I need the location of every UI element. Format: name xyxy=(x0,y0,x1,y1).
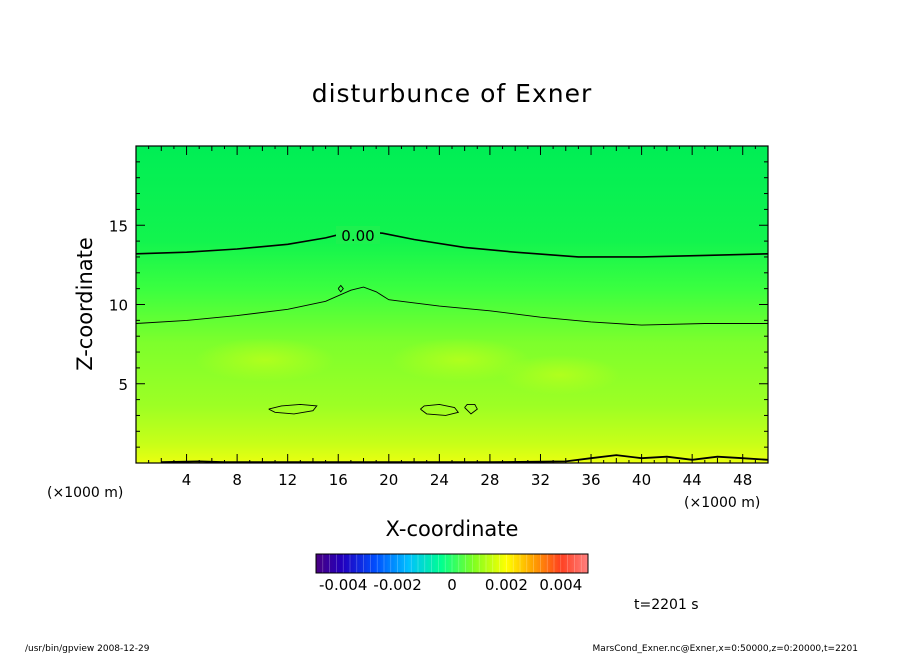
colorbar-tick-label: 0.004 xyxy=(539,576,582,594)
x-tick-label: 8 xyxy=(232,471,242,489)
footer-right: MarsCond_Exner.nc@Exner,x=0:50000,z=0:20… xyxy=(593,644,858,654)
colorbar-labels: -0.004 -0.002 0 0.002 0.004 xyxy=(319,576,582,594)
contour-line xyxy=(136,286,768,326)
x-tick-label: 28 xyxy=(480,471,499,489)
contour-line xyxy=(268,403,318,415)
x-tick-label: 24 xyxy=(430,471,449,489)
x-tick-label: 44 xyxy=(683,471,702,489)
x-tick-label: 48 xyxy=(733,471,752,489)
contour-line xyxy=(420,403,460,416)
colorbar-frame xyxy=(315,553,589,574)
field-highlight xyxy=(195,338,335,382)
plot-area xyxy=(136,146,768,463)
footer-left: /usr/bin/gpview 2008-12-29 xyxy=(25,644,150,654)
y-axis-label: Z-coordinate xyxy=(73,237,97,371)
contour-line xyxy=(161,454,768,463)
x-tick-label: 40 xyxy=(632,471,651,489)
x-tick-label: 4 xyxy=(182,471,192,489)
time-label: t=2201 s xyxy=(634,597,699,613)
y-tick-label: 10 xyxy=(109,297,128,315)
colorbar-bands xyxy=(322,554,582,573)
contour-label: 0.00 xyxy=(341,227,374,245)
colorbar-fill xyxy=(316,554,588,573)
colorbar: -0.004 -0.002 0 0.002 0.004 xyxy=(315,553,589,594)
y-tick-label: 15 xyxy=(109,217,128,235)
contour-line xyxy=(136,230,768,258)
field-shading xyxy=(136,146,768,463)
colorbar-tick-label: -0.004 xyxy=(319,576,367,594)
x-axis-label: X-coordinate xyxy=(386,517,519,541)
contour-layer xyxy=(136,230,768,463)
y-tick-label: 5 xyxy=(118,376,128,394)
x-unit-label: (×1000 m) xyxy=(684,495,760,511)
contour-line xyxy=(337,284,344,293)
x-tick-label: 36 xyxy=(581,471,600,489)
x-tick-label: 12 xyxy=(278,471,297,489)
contour-line xyxy=(464,403,478,415)
chart-title: disturbunce of Exner xyxy=(312,79,593,108)
colorbar-tick-label: -0.002 xyxy=(373,576,421,594)
field-highlight xyxy=(500,355,620,395)
x-tick-label: 16 xyxy=(329,471,348,489)
field-highlight xyxy=(390,338,530,382)
colorbar-tick-label: 0 xyxy=(447,576,457,594)
colorbar-tick-label: 0.002 xyxy=(485,576,528,594)
x-tick-label: 32 xyxy=(531,471,550,489)
y-unit-label: (×1000 m) xyxy=(47,485,123,501)
contour-label-bg xyxy=(336,226,380,244)
x-tick-label: 20 xyxy=(379,471,398,489)
